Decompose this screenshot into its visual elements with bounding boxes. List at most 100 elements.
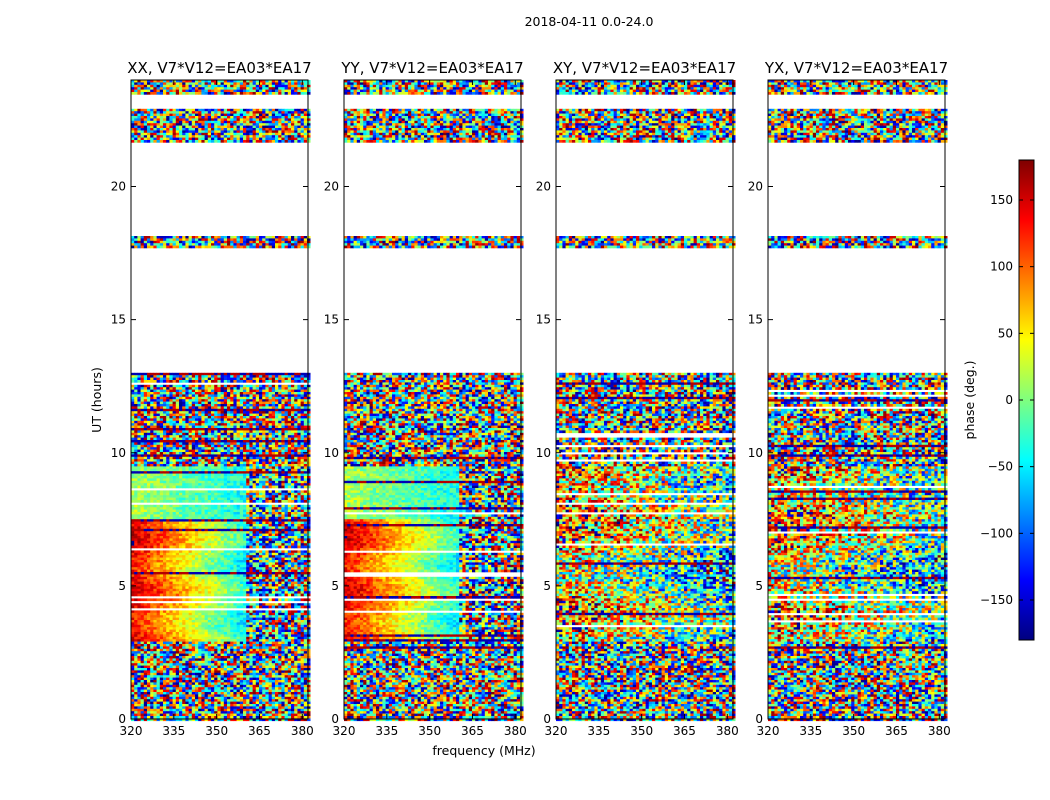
heatmap-cell: [173, 123, 177, 126]
heatmap-cell: [262, 121, 266, 124]
heatmap-cell: [217, 130, 221, 133]
heatmap-cell: [256, 126, 259, 129]
heatmap-cell: [192, 92, 196, 95]
heatmap-cell: [214, 85, 218, 88]
heatmap-cell: [198, 123, 202, 126]
heatmap-cell: [192, 109, 196, 112]
heatmap-cell: [237, 130, 241, 133]
heatmap-cell: [237, 111, 241, 114]
heatmap-cell: [185, 126, 189, 129]
heatmap-cell: [285, 82, 289, 85]
heatmap-cell: [144, 114, 148, 117]
heatmap-cell: [201, 87, 205, 90]
heatmap-cell: [141, 130, 145, 133]
heatmap-cell: [278, 130, 282, 133]
heatmap-cell: [179, 109, 183, 112]
heatmap-cell: [221, 126, 225, 129]
heatmap-cell: [208, 114, 212, 117]
heatmap-cell: [275, 121, 279, 124]
heatmap-cell: [275, 87, 279, 90]
heatmap-cell: [221, 121, 225, 124]
heatmap-cell: [291, 128, 295, 131]
heatmap-cell: [224, 130, 228, 133]
heatmap-cell: [237, 135, 241, 138]
heatmap-cell: [304, 121, 308, 124]
heatmap-cell: [166, 92, 170, 95]
heatmap-cell: [249, 87, 253, 90]
heatmap-cell: [281, 118, 285, 121]
heatmap-cell: [217, 126, 221, 129]
heatmap-cell: [195, 114, 199, 117]
heatmap-cell: [288, 109, 292, 112]
heatmap-cell: [157, 109, 161, 112]
heatmap-cell: [144, 133, 148, 136]
heatmap-cell: [233, 114, 237, 117]
heatmap-cell: [272, 121, 276, 124]
heatmap-cell: [163, 111, 167, 114]
heatmap-cell: [166, 90, 170, 93]
heatmap-cell: [288, 128, 292, 131]
heatmap-cell: [192, 118, 196, 121]
heatmap-cell: [131, 133, 135, 136]
heatmap-cell: [176, 111, 180, 114]
heatmap-cell: [176, 118, 180, 121]
heatmap-cell: [278, 121, 282, 124]
heatmap-cell: [179, 135, 183, 138]
heatmap-cell: [262, 123, 266, 126]
heatmap-cell: [297, 130, 301, 133]
heatmap-cell: [173, 90, 177, 93]
heatmap-cell: [185, 118, 189, 121]
heatmap-cell: [153, 118, 157, 121]
heatmap-cell: [185, 114, 189, 117]
heatmap-cell: [221, 130, 225, 133]
heatmap-cell: [205, 82, 209, 85]
heatmap-cell: [208, 130, 212, 133]
heatmap-cell: [157, 85, 161, 88]
heatmap-cell: [256, 118, 259, 121]
heatmap-cell: [240, 128, 244, 131]
heatmap-cell: [288, 126, 292, 129]
heatmap-cell: [278, 128, 282, 131]
heatmap-cell: [211, 116, 215, 119]
heatmap-cell: [233, 118, 237, 121]
heatmap-cell: [294, 126, 298, 129]
heatmap-cell: [224, 128, 228, 131]
heatmap-cell: [192, 90, 196, 93]
heatmap-cell: [169, 111, 173, 114]
heatmap-cell: [134, 92, 138, 95]
heatmap-cell: [176, 109, 180, 112]
heatmap-cell: [259, 135, 263, 138]
heatmap-cell: [134, 111, 138, 114]
heatmap-cell: [214, 82, 218, 85]
heatmap-cell: [134, 138, 138, 141]
heatmap-cell: [211, 114, 215, 117]
heatmap-cell: [294, 130, 298, 133]
heatmap-cell: [169, 130, 173, 133]
heatmap-cell: [176, 126, 180, 129]
heatmap-cell: [185, 82, 189, 85]
heatmap-cell: [141, 121, 145, 124]
heatmap-cell: [182, 116, 186, 119]
heatmap-cell: [208, 126, 212, 129]
heatmap-cell: [173, 128, 177, 131]
heatmap-cell: [137, 109, 141, 112]
heatmap-cell: [281, 85, 285, 88]
heatmap-cell: [259, 123, 263, 126]
heatmap-cell: [141, 133, 145, 136]
heatmap-cell: [233, 82, 237, 85]
heatmap-cell: [137, 126, 141, 129]
heatmap-cell: [157, 116, 161, 119]
heatmap-cell: [176, 133, 180, 136]
heatmap-cell: [269, 121, 273, 124]
heatmap-cell: [256, 90, 259, 93]
heatmap-cell: [278, 111, 282, 114]
heatmap-cell: [147, 133, 151, 136]
heatmap-cell: [150, 138, 154, 141]
heatmap-cell: [144, 111, 148, 114]
heatmap-cell: [201, 121, 205, 124]
heatmap-cell: [217, 90, 221, 93]
heatmap-cell: [262, 114, 266, 117]
heatmap-cell: [272, 133, 276, 136]
heatmap-cell: [198, 87, 202, 90]
heatmap-cell: [246, 123, 250, 126]
